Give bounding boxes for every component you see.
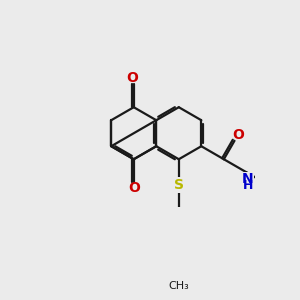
Text: H: H bbox=[243, 179, 253, 192]
Text: O: O bbox=[126, 71, 138, 85]
Text: O: O bbox=[232, 128, 244, 142]
Text: N: N bbox=[242, 172, 254, 187]
Text: CH₃: CH₃ bbox=[168, 281, 189, 291]
Text: S: S bbox=[174, 178, 184, 192]
Text: O: O bbox=[128, 181, 140, 195]
